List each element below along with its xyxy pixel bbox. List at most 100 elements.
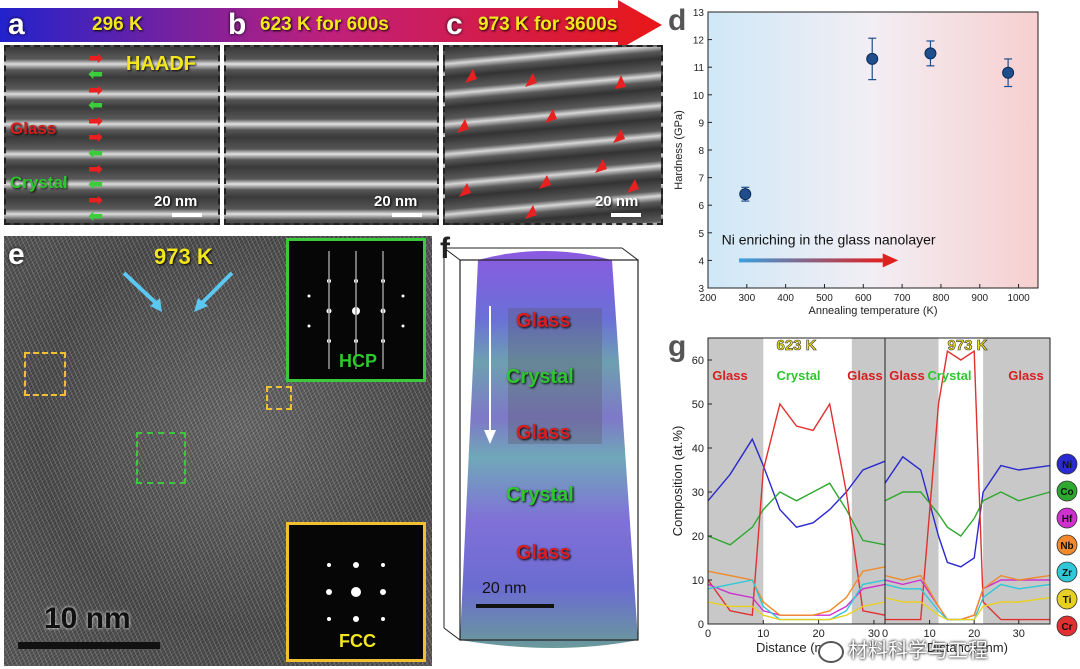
annotation-arrow-head (882, 253, 899, 268)
y-tick-label: 5 (698, 229, 704, 240)
y-tick-label: 12 (693, 36, 705, 47)
banner-label-c: 973 K for 3600s (478, 14, 618, 35)
scale-bar-c (611, 213, 641, 217)
fft-fcc-inset: FCC (286, 522, 426, 662)
scale-bar-e (18, 642, 160, 649)
haadf-image-c: 20 nm (443, 45, 663, 225)
series-line-ni (707, 437, 886, 528)
legend-label-cr: Cr (1061, 622, 1072, 633)
x-tick-label: 0 (882, 628, 888, 640)
temperature-banner (0, 0, 662, 50)
legend-label-ni: Ni (1062, 460, 1072, 471)
y-tick-label: 30 (692, 487, 704, 499)
layer-glass-1: Glass (516, 310, 571, 332)
glass-region (983, 338, 1050, 624)
subplot-title: 973 K (947, 337, 987, 354)
legend-marker-ni (1056, 453, 1078, 475)
fcc-label: FCC (339, 631, 376, 651)
x-tick-label: 30 (868, 628, 880, 640)
data-point (739, 188, 752, 201)
crystal-label: Crystal (10, 173, 68, 192)
y-tick-label: 6 (698, 201, 704, 212)
region-label: Glass (847, 368, 882, 383)
region-label: Crystal (927, 368, 971, 383)
roi-box-yellow-2 (266, 386, 292, 410)
subplot-frame (884, 337, 1051, 625)
roi-box-yellow-1 (24, 352, 66, 396)
data-point (924, 47, 937, 60)
y-tick-label: 60 (692, 355, 704, 367)
y-tick-label: 10 (693, 91, 705, 102)
x-tick-label: 20 (968, 628, 980, 640)
legend-label-zr: Zr (1062, 568, 1072, 579)
fft-hcp-inset: HCP (286, 238, 426, 382)
legend-label-ti: Ti (1063, 595, 1072, 606)
legend-label-nb: Nb (1060, 541, 1073, 552)
x-tick-label: 1000 (1007, 293, 1030, 304)
roi-box-green (136, 432, 186, 484)
hrtem-image: e 973 K HCP FCC 10 nm (4, 236, 432, 666)
haadf-image-a: HAADF Glass Crystal ➡ ⬅ ➡ ⬅ ➡ ➡ ⬅ ➡ ⬅ ➡ ⬅ 20 nm (4, 45, 220, 225)
x-tick-label: 20 (813, 628, 825, 640)
layer-crystal-2: Crystal (506, 484, 574, 506)
banner-label-b: 623 K for 600s (260, 14, 389, 35)
cyan-arrows (122, 271, 234, 312)
glass-region (851, 338, 885, 624)
panel-letter-b: b (228, 8, 247, 41)
region-label: Crystal (776, 368, 820, 383)
x-tick-label: 10 (757, 628, 769, 640)
data-point (1002, 66, 1015, 79)
panel-letter-e: e (8, 238, 25, 271)
legend-label-hf: Hf (1062, 514, 1073, 525)
y-axis-label: Hardness (GPa) (673, 110, 685, 189)
y-tick-label: 20 (692, 531, 704, 543)
y-tick-label: 7 (698, 174, 704, 185)
x-tick-label: 300 (738, 293, 755, 304)
panel-letter-d: d (668, 4, 687, 37)
series-line-ni (884, 455, 1051, 568)
watermark-text: 材料科学与工程 (848, 640, 988, 662)
x-axis-label: Annealing temperature (K) (808, 305, 937, 317)
legend-marker-hf (1056, 507, 1078, 529)
x-tick-label: 900 (971, 293, 988, 304)
y-axis-label: Composition (at.%) (670, 426, 685, 537)
annotation-text: Ni enriching in the glass nanolayer (722, 232, 936, 248)
layer-glass-3: Glass (516, 542, 571, 564)
y-tick-label: 9 (698, 118, 704, 129)
haadf-label: HAADF (126, 53, 196, 75)
series-line-cr (885, 349, 1050, 621)
layer-glass-2: Glass (516, 422, 571, 444)
y-tick-label: 40 (692, 443, 704, 455)
data-point (866, 52, 879, 65)
series-line-ti (884, 596, 1051, 621)
layer-arrows: ➡ ⬅ ➡ ⬅ ➡ ➡ ⬅ ➡ ⬅ ➡ ⬅ (88, 48, 104, 225)
y-tick-label: 0 (698, 619, 704, 631)
series-line-nb (707, 566, 886, 616)
precipitate-arrows (457, 69, 639, 219)
layer-crystal-1: Crystal (506, 366, 574, 388)
haadf-image-b: 20 nm (224, 45, 439, 225)
y-tick-label: 3 (698, 284, 704, 295)
legend-marker-zr (1056, 561, 1078, 583)
x-tick-label: 500 (816, 293, 833, 304)
banner-label-a: 296 K (92, 14, 143, 35)
atom-probe-tip (443, 247, 639, 648)
temperature-label-e: 973 K (154, 244, 213, 269)
x-tick-label: 30 (1013, 628, 1025, 640)
scale-bar-b (392, 213, 422, 217)
scale-bar-b-label: 20 nm (374, 193, 418, 210)
scale-bar-a-label: 20 nm (154, 193, 198, 210)
y-tick-label: 50 (692, 399, 704, 411)
x-tick-label: 800 (933, 293, 950, 304)
legend-marker-nb (1056, 534, 1078, 556)
atom-probe-panel: f Glass Crystal Glass Crystal Gla (440, 232, 658, 666)
legend-marker-co (1056, 480, 1078, 502)
wechat-icon (818, 640, 844, 663)
legend-marker-cr (1056, 615, 1078, 637)
y-tick-label: 4 (698, 256, 704, 267)
y-tick-label: 8 (698, 146, 704, 157)
x-tick-label: 10 (923, 628, 935, 640)
x-tick-label: 400 (777, 293, 794, 304)
series-line-ti (707, 601, 886, 621)
